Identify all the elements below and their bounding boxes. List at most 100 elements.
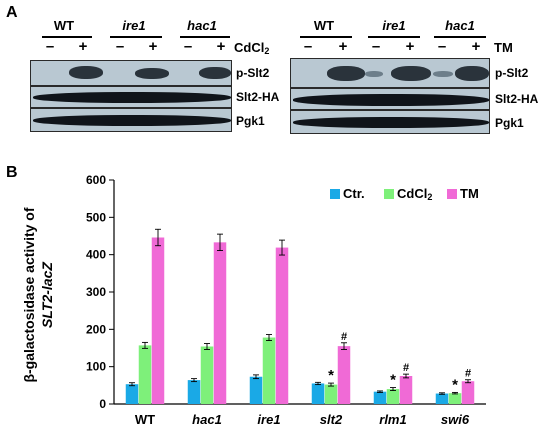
bar xyxy=(275,247,289,404)
right-sign-3: – xyxy=(371,38,381,55)
right-sign-5: – xyxy=(437,38,447,55)
right-underline-wt xyxy=(300,36,352,38)
left-genotype-hac1: hac1 xyxy=(187,18,217,33)
y-tick-label: 100 xyxy=(86,360,106,374)
x-tick-label: hac1 xyxy=(192,412,222,427)
right-band xyxy=(293,117,489,128)
significance-mark: * xyxy=(390,372,396,389)
legend-swatch xyxy=(384,189,394,199)
right-band xyxy=(455,66,489,81)
y-tick-label: 600 xyxy=(86,173,106,187)
bar xyxy=(187,380,201,404)
left-sign-2: + xyxy=(78,38,88,55)
left-blot-pgk1 xyxy=(30,108,232,132)
right-blot-pgk1 xyxy=(290,110,490,134)
bar xyxy=(262,337,276,404)
left-band xyxy=(33,115,231,126)
left-underline-wt xyxy=(42,36,92,38)
y-tick-label: 200 xyxy=(86,322,106,336)
left-sign-4: + xyxy=(148,38,158,55)
left-band xyxy=(199,67,231,79)
significance-mark: # xyxy=(403,362,409,374)
left-sign-5: – xyxy=(183,38,193,55)
right-blot-slt2-ha xyxy=(290,88,490,110)
left-underline-hac1 xyxy=(180,36,230,38)
panel-b-letter: B xyxy=(6,164,18,181)
beta-galactosidase-bar-chart: β-galactosidase activity of SLT2-lacZ 0 1… xyxy=(21,173,486,427)
right-blot-p-slt2 xyxy=(290,58,490,88)
y-tick-label: 500 xyxy=(86,210,106,224)
right-treatment-label: TM xyxy=(494,40,513,55)
right-band xyxy=(327,66,365,81)
bar xyxy=(125,384,139,404)
significance-mark: * xyxy=(452,376,458,393)
right-genotype-wt: WT xyxy=(313,18,335,33)
legend-swatch xyxy=(330,189,340,199)
bar xyxy=(138,345,152,404)
right-label-pgk1: Pgk1 xyxy=(495,116,524,130)
x-tick-label: swi6 xyxy=(441,412,470,427)
bar xyxy=(151,237,165,404)
x-tick-label: ire1 xyxy=(257,412,280,427)
left-label-slt2-ha: Slt2-HA xyxy=(236,90,280,104)
legend-label: CdCl2 xyxy=(397,186,432,202)
bar xyxy=(448,393,462,404)
left-sign-6: + xyxy=(216,38,226,55)
bar xyxy=(337,346,351,404)
left-sign-3: – xyxy=(115,38,125,55)
right-band xyxy=(365,71,383,77)
left-sign-1: – xyxy=(45,38,55,55)
significance-mark: * xyxy=(328,367,334,384)
y-axis-label-line2: SLT2-lacZ xyxy=(39,262,55,328)
bar xyxy=(324,384,338,404)
bar xyxy=(373,391,387,404)
right-genotype-ire1: ire1 xyxy=(382,18,406,33)
western-blot-panel: WT ire1 hac1 – + – + – + CdCl2 p-Slt2 Sl… xyxy=(0,0,550,150)
x-tick-label: WT xyxy=(135,412,155,427)
x-tick-label: slt2 xyxy=(320,412,343,427)
legend-label: Ctr. xyxy=(343,186,365,201)
right-sign-2: + xyxy=(338,38,348,55)
bar xyxy=(200,346,214,404)
bar xyxy=(311,383,325,404)
bar xyxy=(435,393,449,404)
bar xyxy=(213,242,227,404)
bar xyxy=(399,376,413,404)
left-band xyxy=(33,92,231,103)
left-genotype-wt: WT xyxy=(53,18,75,33)
significance-mark: # xyxy=(465,368,471,380)
y-axis-label: β-galactosidase activity of SLT2-lacZ xyxy=(21,207,55,382)
x-tick-label: rlm1 xyxy=(379,412,406,427)
right-underline-hac1 xyxy=(434,36,486,38)
right-label-p-slt2: p-Slt2 xyxy=(495,66,529,80)
left-treatment-label: CdCl2 xyxy=(234,40,270,56)
y-axis-label-line1: β-galactosidase activity of xyxy=(21,207,37,382)
bar xyxy=(386,389,400,404)
right-band xyxy=(293,94,489,106)
right-band xyxy=(391,66,431,81)
left-band xyxy=(135,68,169,79)
right-sign-1: – xyxy=(303,38,313,55)
legend-label: TM xyxy=(460,186,479,201)
left-band xyxy=(69,66,103,79)
right-sign-4: + xyxy=(405,38,415,55)
right-underline-ire1 xyxy=(368,36,420,38)
plot-area: 0 100 200 300 400 500 600 WT hac1 ire1 slt2 rlm1 swi… xyxy=(86,173,486,427)
y-tick-label: 300 xyxy=(86,285,106,299)
left-blot-slt2-ha xyxy=(30,86,232,108)
right-label-slt2-ha: Slt2-HA xyxy=(495,92,539,106)
significance-mark: # xyxy=(341,331,347,343)
left-genotype-ire1: ire1 xyxy=(122,18,146,33)
right-sign-6: + xyxy=(471,38,481,55)
left-blot-p-slt2 xyxy=(30,60,232,86)
right-genotype-hac1: hac1 xyxy=(445,18,475,33)
panel-a-letter: A xyxy=(6,4,18,21)
left-label-p-slt2: p-Slt2 xyxy=(236,66,270,80)
left-label-pgk1: Pgk1 xyxy=(236,114,265,128)
bar xyxy=(249,376,263,404)
y-tick-label: 0 xyxy=(99,397,106,411)
left-underline-ire1 xyxy=(110,36,162,38)
right-band xyxy=(433,71,453,77)
bar xyxy=(461,381,475,404)
y-tick-label: 400 xyxy=(86,248,106,262)
